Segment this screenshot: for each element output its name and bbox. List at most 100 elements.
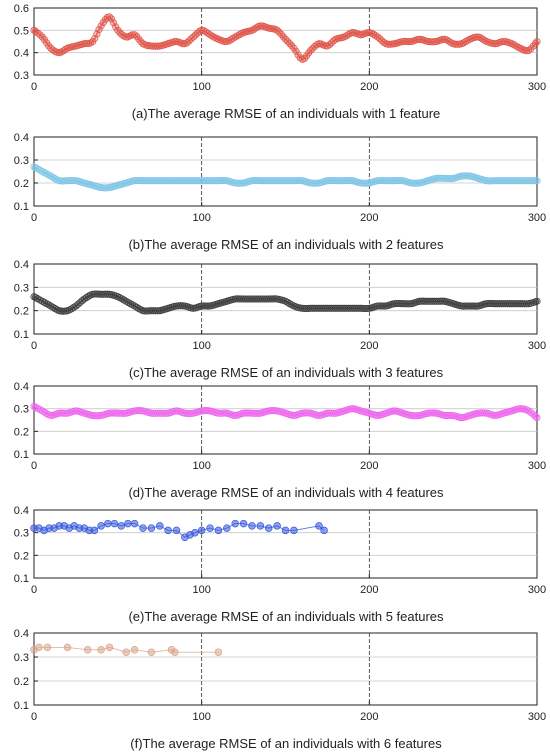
x-tick-label: 0 [31,81,37,93]
y-tick-label: 0.3 [14,652,29,664]
y-tick-label: 0.4 [14,259,29,271]
data-point [281,297,290,305]
panel-caption: (c)The average RMSE of an individuals wi… [129,365,444,380]
data-point [527,45,535,53]
data-point [273,522,281,530]
data-point [533,37,541,46]
data-point [117,522,125,530]
data-point [90,526,99,535]
data-point [35,643,43,652]
data-point [340,33,348,41]
data-point [66,306,74,314]
data-point [124,519,132,528]
data-point [189,304,197,312]
x-tick-label: 0 [31,460,37,472]
x-tick-label: 300 [528,584,546,596]
data-point [40,169,49,177]
data-point [63,643,72,652]
data-point [156,522,164,530]
y-tick-label: 0.2 [14,550,29,562]
x-tick-label: 0 [31,212,37,224]
y-tick-label: 0.3 [14,282,29,294]
data-point [97,646,105,654]
data-point [225,37,233,45]
data-point [529,177,537,185]
data-point [512,42,520,50]
data-point [43,170,51,178]
data-point [281,526,290,535]
data-point [122,648,130,656]
x-tick-label: 300 [528,340,546,352]
x-tick-label: 100 [192,340,210,352]
y-tick-label: 0.3 [14,404,29,416]
series-1 [30,13,541,63]
x-tick-label: 0 [31,711,37,723]
data-point [349,29,357,37]
data-point [256,522,265,530]
data-point [120,296,128,304]
data-point [43,643,52,652]
x-tick-label: 0 [31,584,37,596]
data-point [104,519,112,528]
panel-caption: (d)The average RMSE of an individuals wi… [128,485,444,500]
x-tick-label: 200 [360,340,378,352]
y-tick-label: 0.1 [14,201,29,213]
data-point [208,32,216,40]
data-point [290,411,298,420]
plot-frame [33,385,538,455]
y-tick-label: 0.2 [14,306,29,318]
y-tick-label: 0.3 [14,70,29,82]
x-tick-label: 100 [192,711,210,723]
y-tick-label: 0.3 [14,528,29,540]
y-tick-label: 0.1 [14,573,29,585]
data-point [288,301,296,309]
data-point [105,13,114,21]
y-tick-label: 0.2 [14,178,29,190]
data-point [97,522,105,530]
x-tick-label: 100 [192,460,210,472]
data-point [172,407,181,415]
data-point [95,26,103,34]
x-tick-label: 100 [192,584,210,596]
y-tick-label: 0.4 [14,628,29,640]
data-point [491,40,499,48]
series-1 [30,643,223,656]
data-point [122,297,130,305]
chart-panel-4: 0.1 0.2 0.3 0.4 0 100 200 300 (d)The average RMS… [14,381,546,500]
plot-frame [33,509,538,579]
y-tick-label: 0.1 [14,700,29,712]
data-point [122,33,130,41]
x-tick-label: 0 [31,340,37,352]
data-point [239,519,248,528]
data-point [179,40,187,48]
data-point [171,648,179,656]
data-point [147,648,156,656]
data-point [128,301,137,309]
x-tick-label: 200 [360,584,378,596]
x-tick-label: 300 [528,711,546,723]
x-tick-label: 300 [528,81,546,93]
data-point [147,524,156,532]
y-tick-label: 0.4 [14,505,29,517]
data-point [214,648,223,656]
data-point [83,646,92,654]
data-point [223,524,231,532]
data-point [130,646,139,654]
y-tick-label: 0.1 [14,449,29,461]
panel-caption: (f)The average RMSE of an individuals wi… [130,736,442,751]
data-point [38,297,46,305]
x-tick-label: 100 [192,81,210,93]
data-point [315,411,323,420]
data-point [116,294,124,302]
data-point [126,300,134,308]
y-tick-label: 0.4 [14,132,29,144]
y-tick-label: 0.1 [14,329,29,341]
data-point [57,48,65,56]
chart-panel-2: 0.1 0.2 0.3 0.4 0 100 200 300 (b)The average RMS… [14,132,546,252]
data-point [231,33,239,41]
data-point [61,45,69,53]
data-point [380,38,388,47]
data-point [231,519,239,528]
data-point [264,524,273,532]
